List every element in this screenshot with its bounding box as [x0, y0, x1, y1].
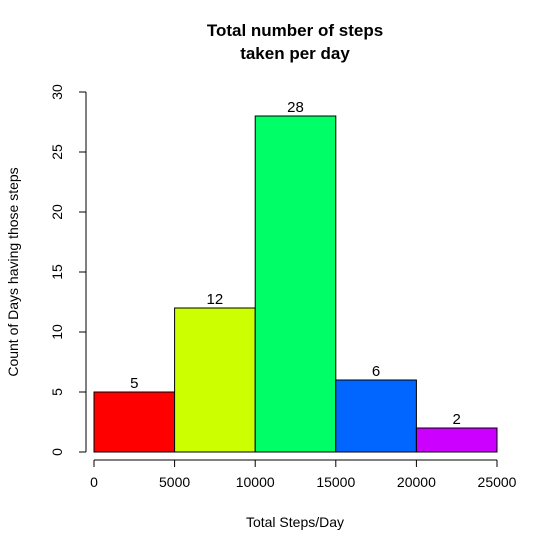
- x-tick-label-5: 25000: [478, 474, 517, 490]
- y-axis-label: Count of Days having those steps: [5, 167, 21, 376]
- x-tick-label-2: 10000: [236, 474, 275, 490]
- bar-5: [415, 427, 498, 453]
- chart-title-line-2: taken per day: [240, 44, 350, 63]
- y-tick-label-2: 10: [49, 324, 65, 340]
- chart-title-line-1: Total number of steps: [207, 21, 383, 40]
- bar-1: [93, 391, 176, 453]
- x-tick-label-3: 15000: [316, 474, 355, 490]
- y-tick-label-1: 5: [49, 388, 65, 396]
- bar-value-label-1: 5: [130, 375, 138, 392]
- bar-4: [335, 379, 417, 453]
- data-labels-group: 5 12 28 6 2: [130, 99, 461, 428]
- x-tick-label-4: 20000: [397, 474, 436, 490]
- bar-value-label-5: 2: [453, 411, 461, 428]
- y-tick-label-3: 15: [49, 264, 65, 280]
- y-tick-label-6: 30: [49, 84, 65, 100]
- x-tick-label-1: 5000: [159, 474, 190, 490]
- bar-value-label-2: 12: [207, 291, 224, 308]
- y-tick-label-5: 25: [49, 144, 65, 160]
- x-axis: 0 5000 10000 15000 20000 25000: [90, 459, 517, 490]
- bar-value-label-4: 6: [372, 363, 380, 380]
- y-tick-label-0: 0: [49, 448, 65, 456]
- bar-3: [254, 115, 337, 453]
- y-tick-label-4: 20: [49, 204, 65, 220]
- bar-value-label-3: 28: [287, 99, 304, 116]
- x-tick-label-0: 0: [90, 474, 98, 490]
- y-axis: 0 5 10 15 20 25 30: [49, 84, 87, 456]
- bars-group: [93, 115, 498, 453]
- x-axis-label: Total Steps/Day: [246, 514, 344, 530]
- bar-2: [174, 307, 256, 453]
